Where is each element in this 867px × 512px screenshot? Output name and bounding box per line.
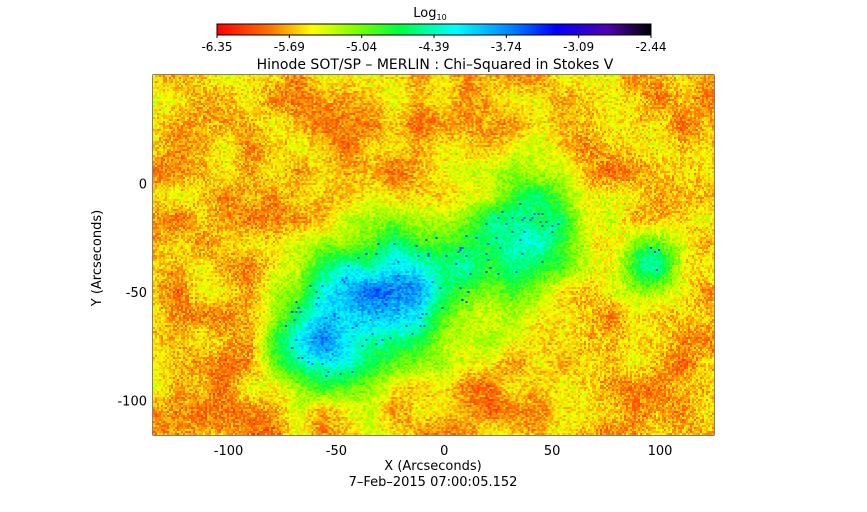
colorbar-tick-label: -2.44 xyxy=(635,40,666,54)
heatmap-image xyxy=(153,75,714,435)
x-tick-label: 100 xyxy=(648,444,673,459)
x-tick-label: -50 xyxy=(326,444,347,459)
x-tick-label: -100 xyxy=(214,444,244,459)
y-axis-label: Y (Arcseconds) xyxy=(90,210,105,307)
colorbar-tick-label: -3.74 xyxy=(491,40,522,54)
y-tick-label: -100 xyxy=(117,394,147,409)
x-tick-label: 50 xyxy=(544,444,561,459)
x-tick-label: 0 xyxy=(440,444,448,459)
colorbar-tick-label: -6.35 xyxy=(201,40,232,54)
colorbar-ticks: -6.35 -5.69 -5.04 -4.39 -3.74 -3.09 -2.44 xyxy=(201,35,667,54)
chart-title: Hinode SOT/SP – MERLIN : Chi–Squared in … xyxy=(257,57,614,73)
colorbar-tick-label: -5.69 xyxy=(274,40,305,54)
y-tick-label: 0 xyxy=(139,177,147,192)
colorbar-label: Log10 xyxy=(413,6,446,22)
timestamp: 7–Feb–2015 07:00:05.152 xyxy=(349,475,518,490)
y-tick-label: -50 xyxy=(126,286,147,301)
colorbar-tick-label: -5.04 xyxy=(346,40,377,54)
colorbar-tick-label: -4.39 xyxy=(418,40,449,54)
colorbar-tick-label: -3.09 xyxy=(563,40,594,54)
colorbar xyxy=(216,23,652,36)
x-axis-label: X (Arcseconds) xyxy=(384,459,481,474)
